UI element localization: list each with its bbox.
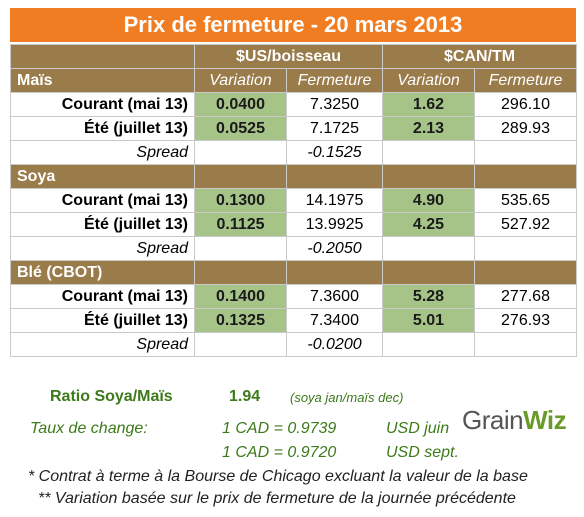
us-close-cell: 14.1975	[286, 188, 383, 213]
us-close-cell: 7.3600	[286, 284, 383, 309]
can-group-header: $CAN/TM	[381, 44, 578, 69]
can-close-cell: 277.68	[473, 284, 578, 309]
spread-blank	[194, 140, 287, 165]
section-name: Blé (CBOT)	[10, 260, 195, 285]
table-row: Été (juillet 13) 0.1125 13.9925 4.25 527.92	[10, 212, 578, 237]
price-table: $US/boisseau $CAN/TM Maïs Variation Fermet…	[10, 44, 578, 357]
can-variation-cell: 5.01	[382, 308, 475, 333]
section-header-blank	[473, 164, 578, 189]
spread-value: -0.0200	[286, 332, 383, 357]
can-variation-cell: 1.62	[382, 92, 475, 117]
logo-prefix: Grain	[462, 405, 524, 435]
us-group-header: $US/boisseau	[194, 44, 383, 69]
header-blank	[10, 44, 195, 69]
exchange-rate-june: 1 CAD = 0.9739	[222, 420, 337, 437]
can-close-header: Fermeture	[473, 68, 578, 93]
footnote-1: * Contrat à terme à la Bourse de Chicago…	[28, 468, 528, 485]
exchange-unit-june: USD juin	[386, 420, 450, 437]
contract-label: Été (juillet 13)	[10, 116, 195, 141]
can-close-cell: 296.10	[473, 92, 578, 117]
spread-label: Spread	[10, 332, 195, 357]
contract-label: Été (juillet 13)	[10, 308, 195, 333]
section-name: Soya	[10, 164, 195, 189]
spread-blank	[194, 332, 287, 357]
section-header-blank	[194, 260, 287, 285]
us-close-header: Fermeture	[286, 68, 383, 93]
exchange-label: Taux de change:	[30, 420, 148, 437]
table-row: Été (juillet 13) 0.0525 7.1725 2.13 289.93	[10, 116, 578, 141]
footnote-2: ** Variation basée sur le prix de fermet…	[38, 490, 516, 507]
ratio-value: 1.94	[229, 388, 261, 405]
section-name: Maïs	[10, 68, 195, 93]
table-title: Prix de fermeture - 20 mars 2013	[10, 8, 576, 42]
us-variation-cell: 0.0525	[194, 116, 287, 141]
us-close-cell: 13.9925	[286, 212, 383, 237]
section-header-blank	[286, 164, 383, 189]
section-header-blank	[382, 164, 475, 189]
section-header-blank	[473, 260, 578, 285]
spread-blank	[194, 236, 287, 261]
section-header-blank	[194, 164, 287, 189]
spread-value: -0.2050	[286, 236, 383, 261]
exchange-rate-sept: 1 CAD = 0.9720	[222, 444, 337, 461]
can-variation-header: Variation	[382, 68, 475, 93]
spread-blank	[473, 332, 578, 357]
contract-label: Courant (mai 13)	[10, 92, 195, 117]
table-row: Courant (mai 13) 0.1400 7.3600 5.28 277.68	[10, 284, 578, 309]
ratio-label: Ratio Soya/Maïs	[50, 388, 173, 405]
us-close-cell: 7.1725	[286, 116, 383, 141]
spread-row: Spread -0.0200	[10, 332, 578, 357]
spread-label: Spread	[10, 140, 195, 165]
exchange-unit-sept: USD sept.	[386, 444, 459, 461]
contract-label: Courant (mai 13)	[10, 188, 195, 213]
contract-label: Courant (mai 13)	[10, 284, 195, 309]
section-header-row: Soya	[10, 164, 578, 189]
can-variation-cell: 4.90	[382, 188, 475, 213]
table-row: Courant (mai 13) 0.1300 14.1975 4.90 535.65	[10, 188, 578, 213]
can-close-cell: 289.93	[473, 116, 578, 141]
table-row: Été (juillet 13) 0.1325 7.3400 5.01 276.93	[10, 308, 578, 333]
spread-label: Spread	[10, 236, 195, 261]
header-row-columns: Maïs Variation Fermeture Variation Fermeture	[10, 68, 578, 93]
header-row-units: $US/boisseau $CAN/TM	[10, 44, 578, 69]
spread-blank	[473, 236, 578, 261]
contract-label: Été (juillet 13)	[10, 212, 195, 237]
us-close-cell: 7.3250	[286, 92, 383, 117]
spread-row: Spread -0.2050	[10, 236, 578, 261]
can-close-cell: 527.92	[473, 212, 578, 237]
us-variation-cell: 0.1300	[194, 188, 287, 213]
spread-blank	[382, 332, 475, 357]
spread-blank	[473, 140, 578, 165]
logo-suffix: Wiz	[523, 405, 567, 435]
table-row: Courant (mai 13) 0.0400 7.3250 1.62 296.10	[10, 92, 578, 117]
section-header-blank	[286, 260, 383, 285]
us-variation-header: Variation	[194, 68, 287, 93]
us-variation-cell: 0.1325	[194, 308, 287, 333]
can-variation-cell: 4.25	[382, 212, 475, 237]
us-close-cell: 7.3400	[286, 308, 383, 333]
grainwiz-logo: GrainWiz	[462, 405, 567, 436]
us-variation-cell: 0.0400	[194, 92, 287, 117]
spread-value: -0.1525	[286, 140, 383, 165]
can-close-cell: 535.65	[473, 188, 578, 213]
spread-row: Spread -0.1525	[10, 140, 578, 165]
us-variation-cell: 0.1125	[194, 212, 287, 237]
us-variation-cell: 0.1400	[194, 284, 287, 309]
spread-blank	[382, 140, 475, 165]
section-header-row: Blé (CBOT)	[10, 260, 578, 285]
spread-blank	[382, 236, 475, 261]
can-close-cell: 276.93	[473, 308, 578, 333]
section-header-blank	[382, 260, 475, 285]
ratio-note: (soya jan/maïs dec)	[290, 390, 404, 405]
can-variation-cell: 2.13	[382, 116, 475, 141]
can-variation-cell: 5.28	[382, 284, 475, 309]
